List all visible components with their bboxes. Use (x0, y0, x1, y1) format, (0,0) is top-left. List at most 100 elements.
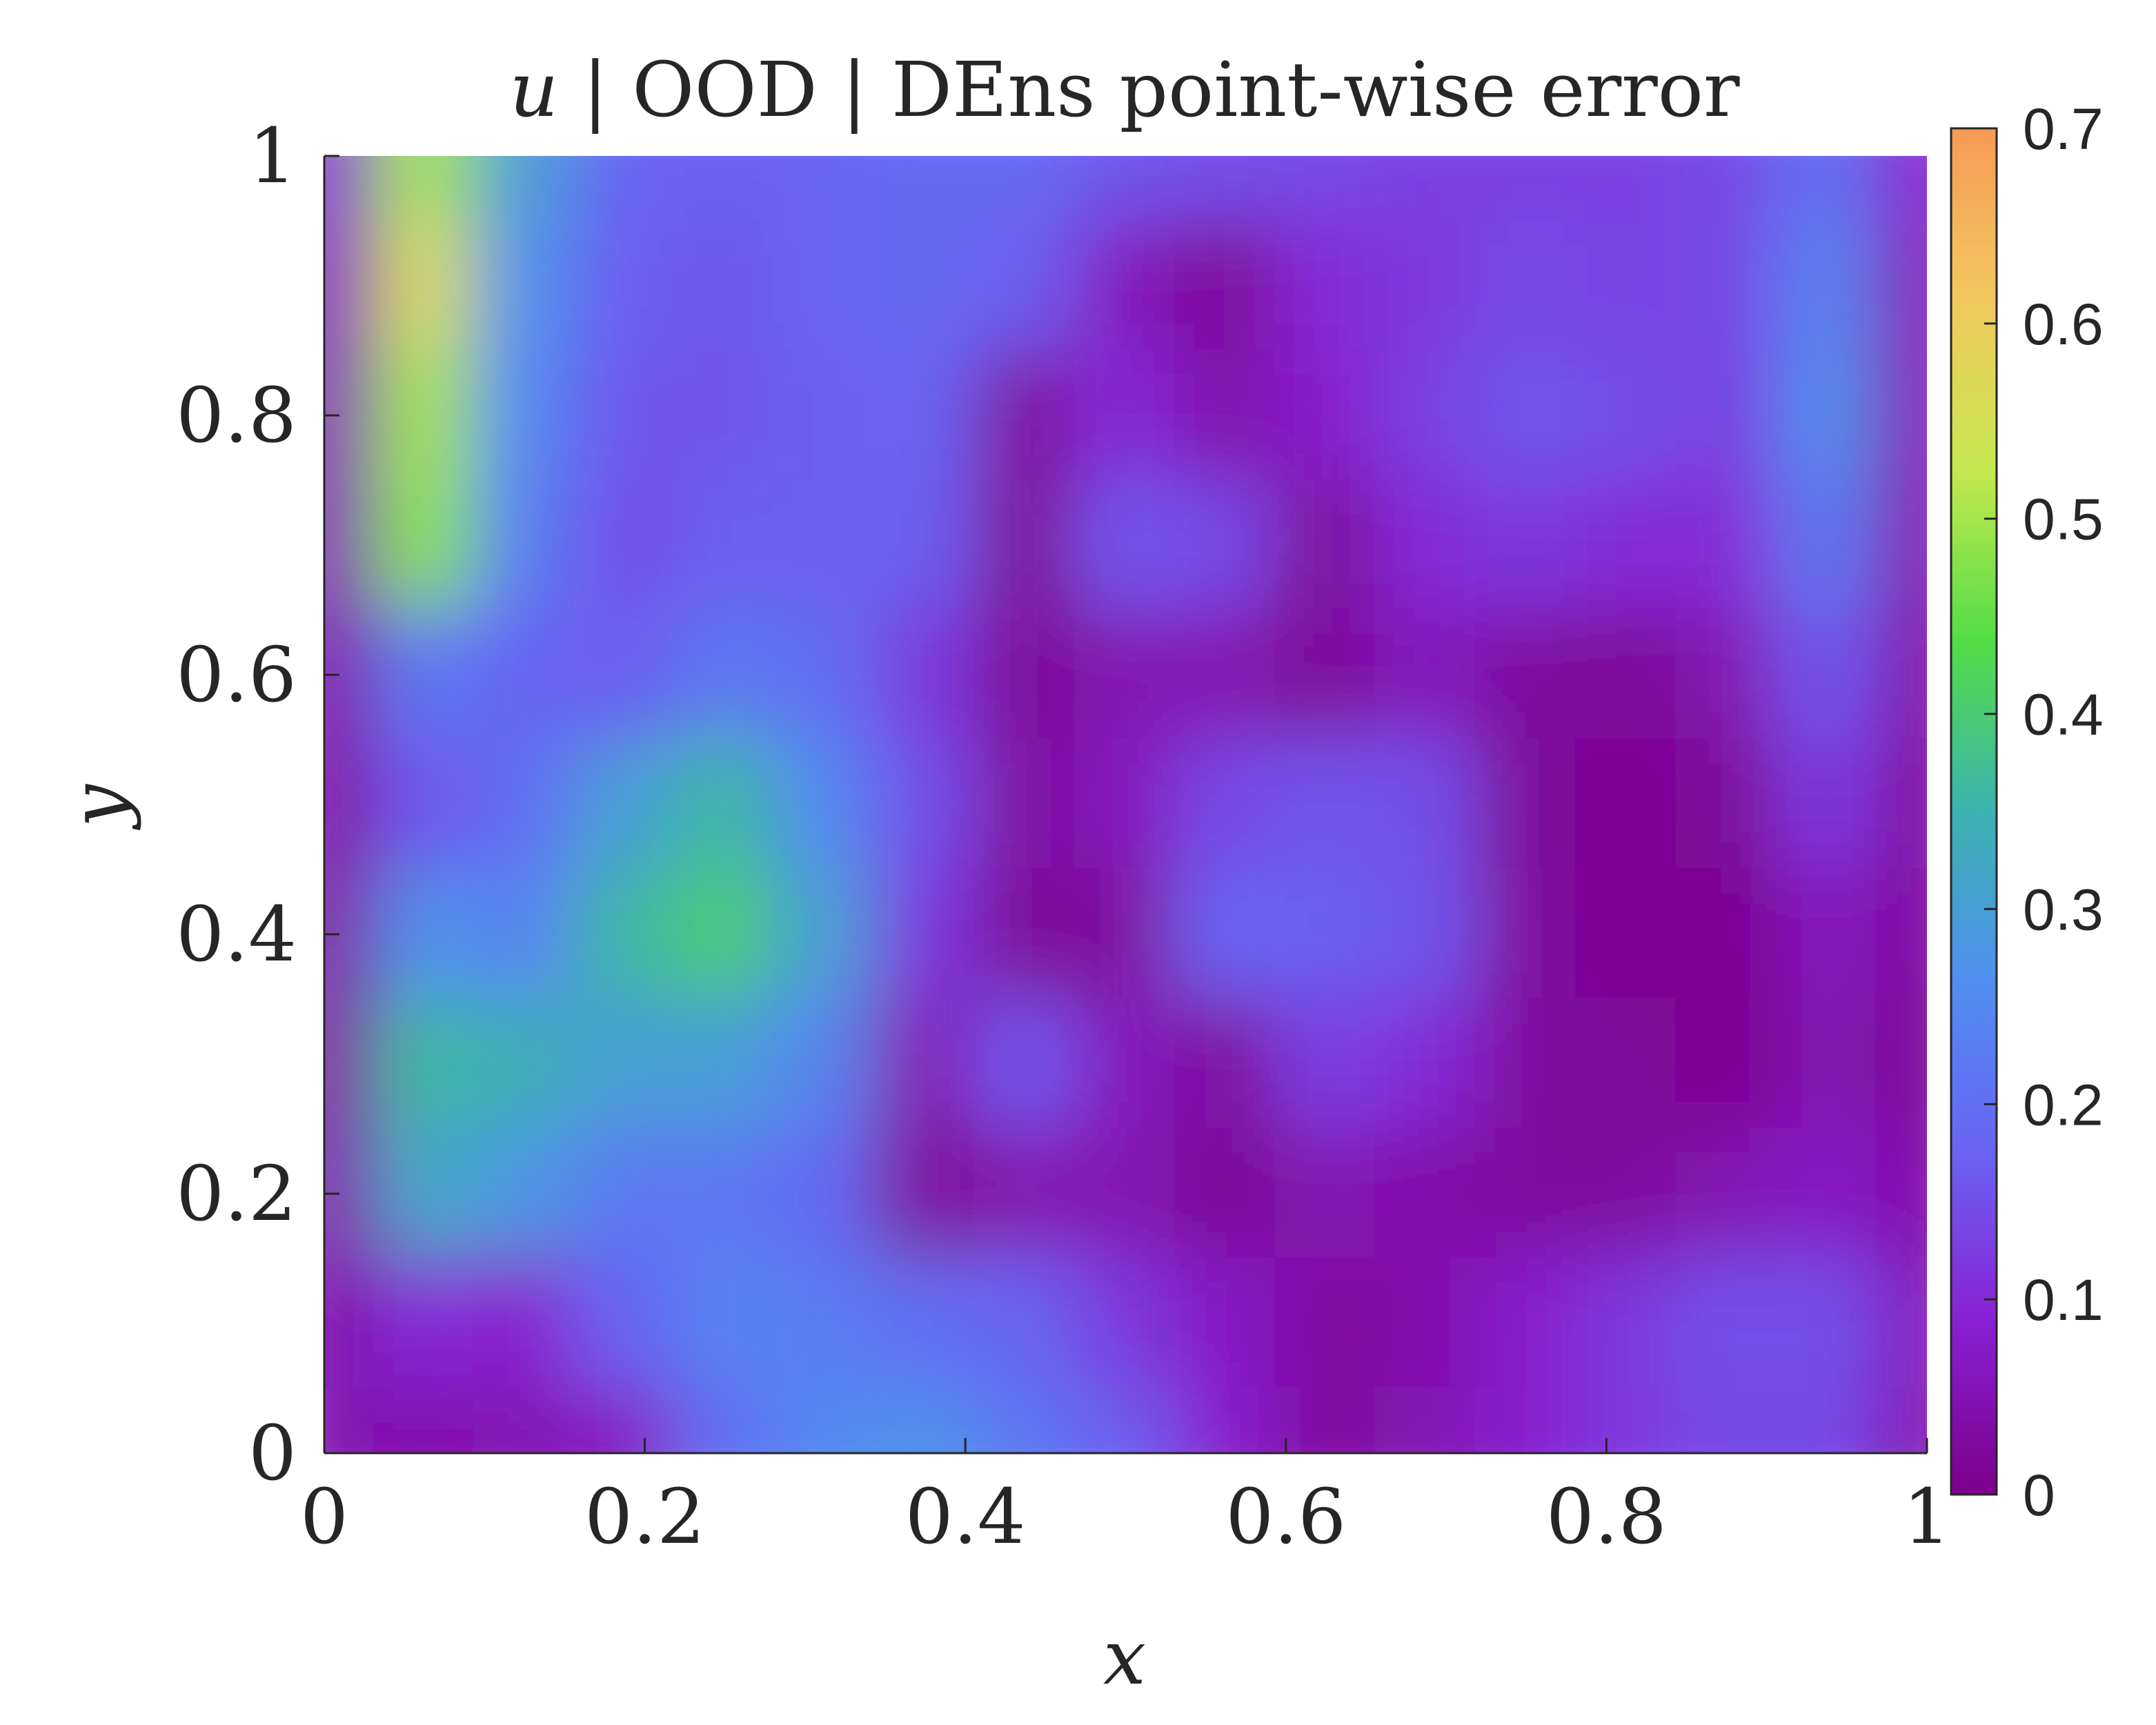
heatmap-cell (973, 738, 1077, 871)
x-axis-label: x (1103, 1613, 1146, 1702)
heatmap-cell (1474, 609, 1578, 741)
heatmap-cell (1174, 479, 1278, 611)
heatmap-cell (773, 479, 877, 611)
heatmap-cell (324, 998, 376, 1130)
heatmap-cell (973, 1127, 1077, 1260)
heatmap-cell (1775, 1387, 1879, 1453)
heatmap-cell (1474, 1127, 1578, 1260)
heatmap-cell (1875, 479, 1927, 611)
title-variable: u (509, 46, 558, 134)
heatmap-cell (1174, 219, 1278, 352)
heatmap-cell (1875, 349, 1927, 482)
heatmap-cell (973, 156, 1077, 222)
heatmap-cell (673, 868, 777, 1000)
heatmap-cell (573, 868, 677, 1000)
heatmap-cell (1274, 479, 1378, 611)
heatmap-cell (1875, 1387, 1927, 1453)
heatmap-cell (973, 998, 1077, 1130)
heatmap-cell (1775, 349, 1879, 482)
x-tick-label: 0.2 (584, 1472, 705, 1561)
heatmap-cell (1074, 219, 1178, 352)
heatmap-cell (573, 738, 677, 871)
heatmap-cell (473, 156, 576, 222)
heatmap-cell (1875, 219, 1927, 352)
heatmap-cell (1675, 156, 1779, 222)
heatmap-cell (473, 738, 576, 871)
heatmap-cell (773, 609, 877, 741)
heatmap-cell (1274, 1257, 1378, 1390)
y-tick-label: 0.2 (176, 1150, 297, 1238)
heatmap-cell (324, 1387, 376, 1453)
heatmap-cell (973, 479, 1077, 611)
heatmap-cell (773, 868, 877, 1000)
heatmap-cell (324, 738, 376, 871)
heatmap-cell (1775, 738, 1879, 871)
heatmap-cell (873, 998, 977, 1130)
heatmap-cell (573, 479, 677, 611)
heatmap-cell (773, 349, 877, 482)
heatmap-cell (1775, 219, 1879, 352)
heatmap-cell (473, 349, 576, 482)
heatmap-cell (573, 1387, 677, 1453)
colorbar-tick-label: 0.2 (2023, 1072, 2104, 1137)
heatmap-cell (473, 868, 576, 1000)
heatmap-cell (1374, 609, 1478, 741)
heatmap-cell (1174, 609, 1278, 741)
heatmap-cell (373, 1127, 476, 1260)
heatmap-cell (673, 1387, 777, 1453)
heatmap-cell (1875, 868, 1927, 1000)
heatmap-cell (1374, 479, 1478, 611)
colorbar-tick-label: 0.3 (2023, 877, 2104, 942)
heatmap-cell (1174, 868, 1278, 1000)
y-tick-label: 0.4 (176, 890, 297, 978)
heatmap-cell (1374, 868, 1478, 1000)
heatmap-cell (373, 1257, 476, 1390)
y-axis-label: y (54, 783, 142, 831)
heatmap-cell (373, 609, 476, 741)
heatmap-cell (873, 1257, 977, 1390)
heatmap-cell (973, 1387, 1077, 1453)
heatmap-cell (1474, 1387, 1578, 1453)
heatmap-cell (573, 998, 677, 1130)
heatmap-cell (1574, 479, 1679, 611)
heatmap-cell (1675, 738, 1779, 871)
colorbar-tick-label: 0.5 (2023, 487, 2104, 552)
heatmap-cell (1574, 609, 1679, 741)
colorbar-tick-label: 0.7 (2023, 97, 2104, 161)
heatmap-cell (1574, 1127, 1679, 1260)
heatmap-cell (1274, 219, 1378, 352)
heatmap-cell (473, 479, 576, 611)
colorbar-tick-label: 0.6 (2023, 292, 2104, 357)
heatmap-cell (324, 1257, 376, 1390)
heatmap-cell (1174, 1127, 1278, 1260)
heatmap-cell (1474, 479, 1578, 611)
heatmap-cell (324, 479, 376, 611)
heatmap-cell (773, 998, 877, 1130)
heatmap-cell (1174, 738, 1278, 871)
heatmap-cell (1474, 156, 1578, 222)
colorbar: 0 0.1 0.2 0.3 0.4 0.5 0.6 0.7 (1950, 97, 2104, 1528)
heatmap-cell (673, 349, 777, 482)
heatmap-cell (773, 1387, 877, 1453)
colorbar-ticks: 0 0.1 0.2 0.3 0.4 0.5 0.6 0.7 (1984, 97, 2104, 1528)
heatmap-cell (573, 1127, 677, 1260)
heatmap-cell (1875, 1257, 1927, 1390)
heatmap-cell (1174, 349, 1278, 482)
heatmap-cell (673, 1127, 777, 1260)
heatmap-cell (1574, 998, 1679, 1130)
heatmap-cell (873, 349, 977, 482)
heatmap-cell (1374, 1257, 1478, 1390)
heatmap-cell (1374, 156, 1478, 222)
x-tick-label: 1 (1903, 1472, 1951, 1561)
heatmap-cell (673, 219, 777, 352)
heatmap-cell (573, 156, 677, 222)
y-tick-label: 1 (248, 112, 297, 200)
colorbar-tick-label: 0.1 (2023, 1268, 2104, 1332)
heatmap-cell (1675, 1127, 1779, 1260)
heatmap-cell (573, 349, 677, 482)
heatmap-cell (573, 219, 677, 352)
heatmap-cell (973, 219, 1077, 352)
heatmap-cell (973, 609, 1077, 741)
x-tick-label: 0.4 (905, 1472, 1026, 1561)
heatmap-cells (324, 156, 1927, 1453)
